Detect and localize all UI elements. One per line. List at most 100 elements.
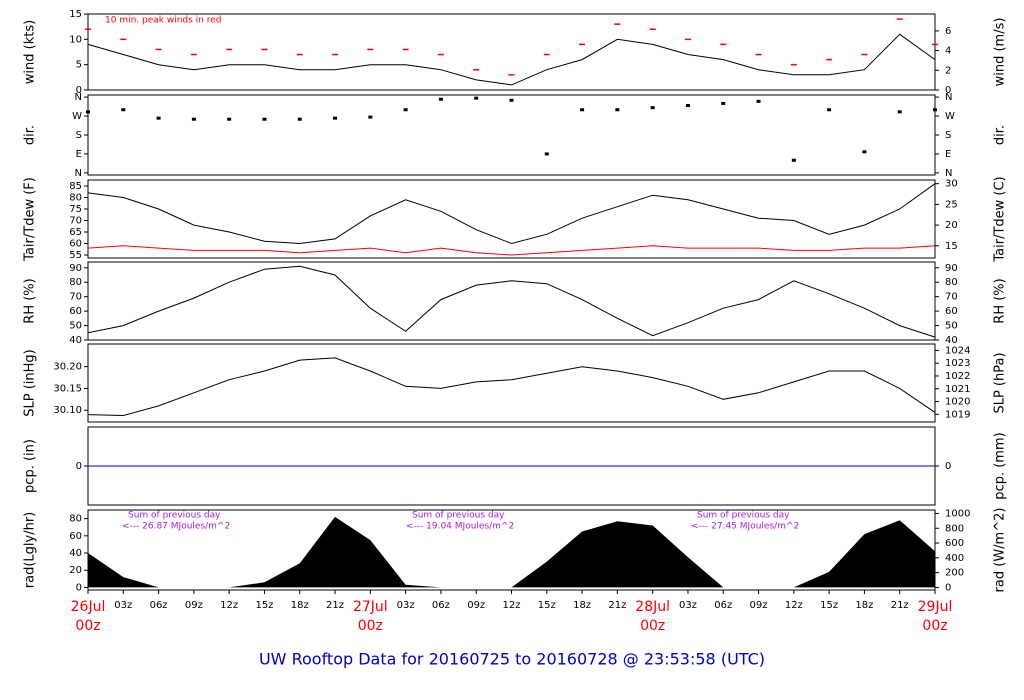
annotation-text: <--- 26.87 MJoules/m^2: [122, 522, 230, 532]
y2-tick-label: 15: [945, 241, 958, 252]
dir-point: [791, 158, 796, 162]
x-tick-label: 09z: [467, 600, 485, 611]
y2-tick-label: 1021: [945, 384, 970, 395]
y-tick-label: 80: [69, 192, 82, 203]
y2-tick-label: 600: [945, 538, 964, 549]
dir-point: [544, 152, 549, 156]
dir-point: [121, 108, 126, 112]
y-tick-label: N: [75, 168, 82, 179]
y-tick-label: 10: [69, 34, 82, 45]
y2-tick-label: 1022: [945, 371, 970, 382]
y2-axis-label: Tair/Tdew (C): [993, 176, 1008, 262]
x-date-label: 27Jul: [353, 599, 388, 615]
y2-tick-label: 0: [945, 85, 951, 96]
dir-point: [156, 116, 161, 120]
x-tick-label: 12z: [220, 600, 238, 611]
y-tick-label: 70: [69, 292, 82, 303]
y-axis-label: pcp. (in): [23, 439, 38, 493]
y-axis-label: wind (kts): [23, 20, 38, 84]
y-tick-label: 80: [69, 277, 82, 288]
x-tick-label: 18z: [855, 600, 873, 611]
y-tick-label: 75: [69, 204, 82, 215]
dir-point: [227, 117, 232, 121]
annotation-heading: Sum of previous day: [697, 511, 790, 521]
dir-point: [721, 101, 726, 105]
y-tick-label: 40: [69, 548, 82, 559]
y-axis-label: RH (%): [23, 278, 38, 323]
x-date-label: 29Jul: [918, 599, 953, 615]
y-tick-label: 60: [69, 306, 82, 317]
series-line: [87, 245, 936, 256]
y2-tick-label: 40: [945, 335, 958, 346]
dir-point: [333, 116, 338, 120]
panel-frame: [87, 261, 936, 341]
x-tick-label: 09z: [750, 600, 768, 611]
dir-point: [685, 104, 690, 108]
y2-tick-label: E: [945, 149, 951, 160]
x-tick-label: 21z: [608, 600, 626, 611]
dir-point: [438, 97, 443, 101]
x-tick-label: 00z: [75, 618, 100, 634]
y2-tick-label: 4: [945, 46, 951, 57]
x-tick-label: 15z: [255, 600, 273, 611]
y2-tick-label: 20: [945, 220, 958, 231]
y-tick-label: 0: [76, 582, 82, 593]
panel-frame: [87, 343, 936, 423]
x-tick-label: 21z: [891, 600, 909, 611]
y-tick-label: 0: [76, 461, 82, 472]
radiation-area: [88, 516, 935, 588]
y2-axis-label: rad (W/m^2): [993, 508, 1008, 593]
x-tick-label: 06z: [150, 600, 168, 611]
series-line: [87, 183, 936, 245]
y2-tick-label: 2: [945, 65, 951, 76]
y-tick-label: 80: [69, 514, 82, 525]
dir-point: [262, 117, 267, 121]
x-tick-label: 06z: [432, 600, 450, 611]
y2-tick-label: 50: [945, 321, 958, 332]
y-tick-label: 90: [69, 263, 82, 274]
y2-tick-label: S: [945, 130, 951, 141]
annotation-heading: Sum of previous day: [412, 511, 505, 521]
y2-tick-label: 30: [945, 179, 958, 190]
y-axis-label: dir.: [23, 125, 38, 145]
annotation-text: <--- 19.04 MJoules/m^2: [406, 522, 514, 532]
x-tick-label: 00z: [358, 618, 383, 634]
panel-frame: [87, 13, 936, 91]
y2-tick-label: 200: [945, 568, 964, 579]
y2-tick-label: W: [945, 111, 955, 122]
dir-point: [827, 108, 832, 112]
y2-tick-label: 800: [945, 523, 964, 534]
series-line: [87, 33, 936, 86]
x-date-label: 26Jul: [71, 599, 106, 615]
x-tick-label: 00z: [922, 618, 947, 634]
y-tick-label: 5: [76, 60, 82, 71]
y-tick-label: 50: [69, 321, 82, 332]
y2-tick-label: 1020: [945, 397, 970, 408]
x-date-label: 28Jul: [635, 599, 670, 615]
y-axis-label: rad(Lgly/hr): [23, 512, 38, 588]
x-tick-label: 00z: [640, 618, 665, 634]
x-tick-label: 15z: [820, 600, 838, 611]
y2-tick-label: 60: [945, 306, 958, 317]
y-tick-label: 20: [69, 565, 82, 576]
y-tick-label: 85: [69, 181, 82, 192]
panel-frame: [87, 179, 936, 259]
x-tick-label: 03z: [679, 600, 697, 611]
y2-tick-label: 0: [945, 461, 951, 472]
y-tick-label: 30.10: [53, 405, 82, 416]
x-tick-label: 18z: [573, 600, 591, 611]
dir-point: [756, 99, 761, 103]
y2-tick-label: 1024: [945, 345, 970, 356]
y2-axis-label: dir.: [993, 125, 1008, 145]
y2-axis-label: RH (%): [993, 278, 1008, 323]
y-tick-label: S: [76, 130, 82, 141]
y-tick-label: 15: [69, 9, 82, 20]
dir-point: [297, 117, 302, 121]
y2-tick-label: 400: [945, 553, 964, 564]
y-tick-label: 30.15: [53, 383, 82, 394]
y2-tick-label: 6: [945, 26, 951, 37]
y2-tick-label: N: [945, 168, 952, 179]
panel-frame: [87, 94, 936, 176]
annotation-text: <--- 27.45 MJoules/m^2: [691, 522, 799, 532]
y-tick-label: 40: [69, 335, 82, 346]
